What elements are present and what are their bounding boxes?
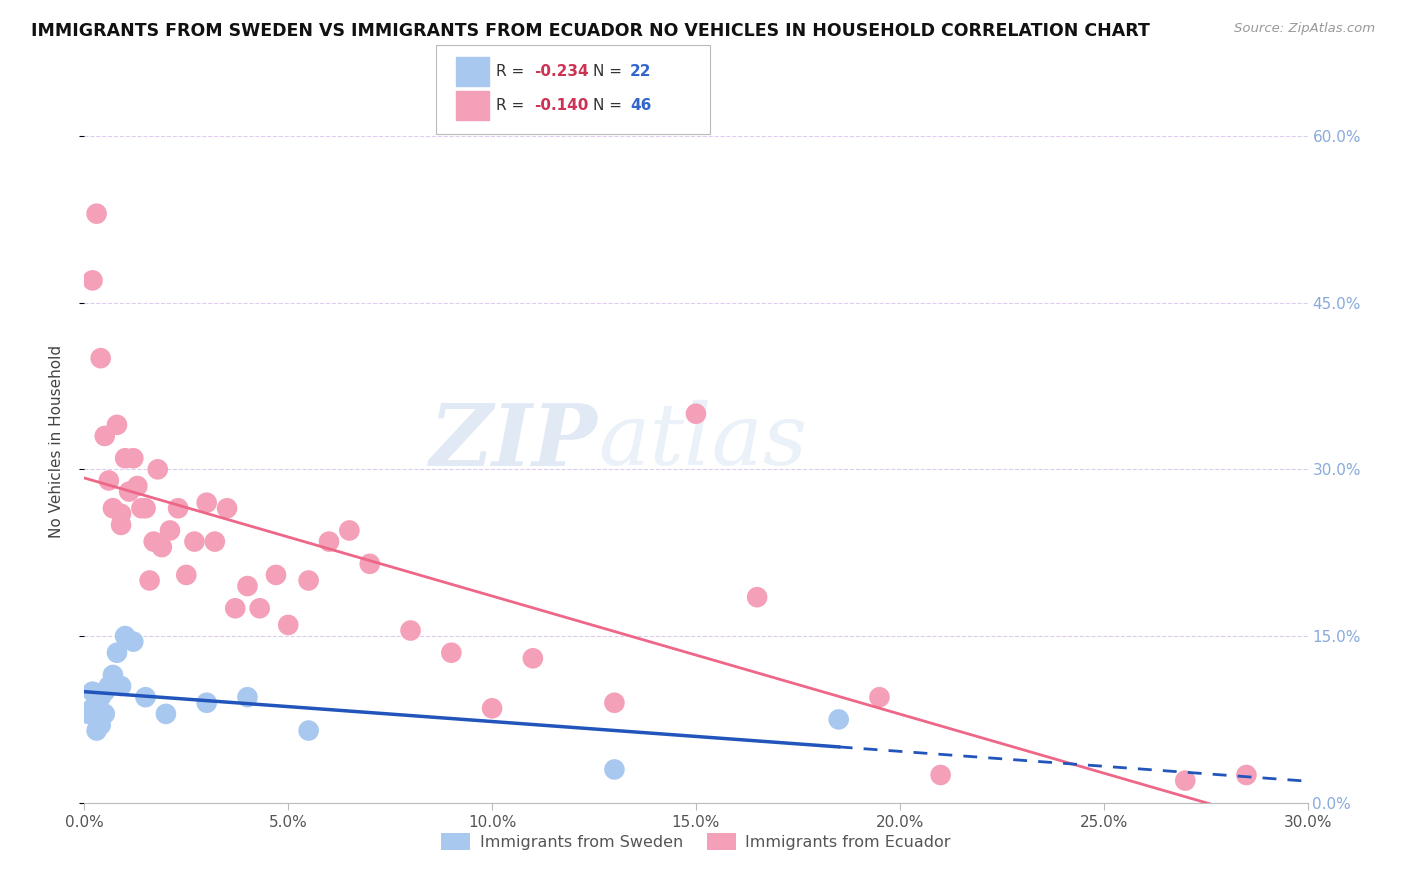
Point [150, 540, 173, 554]
Text: N =: N = [593, 64, 627, 78]
Point [167, 501, 190, 516]
Point [399, 624, 422, 638]
Point [86, 696, 108, 710]
Point [298, 574, 321, 588]
Point [747, 590, 769, 604]
Text: Source: ZipAtlas.com: Source: ZipAtlas.com [1234, 22, 1375, 36]
Point [277, 618, 299, 632]
Point [174, 568, 197, 582]
Point [142, 534, 165, 549]
Point [603, 763, 626, 777]
Y-axis label: No Vehicles in Household: No Vehicles in Household [49, 345, 63, 538]
Point [1236, 768, 1258, 782]
Point [93, 429, 115, 443]
Point [110, 679, 132, 693]
Text: ZIP: ZIP [430, 400, 598, 483]
Point [522, 651, 544, 665]
Point [90, 718, 112, 732]
Text: IMMIGRANTS FROM SWEDEN VS IMMIGRANTS FROM ECUADOR NO VEHICLES IN HOUSEHOLD CORRE: IMMIGRANTS FROM SWEDEN VS IMMIGRANTS FRO… [31, 22, 1150, 40]
Point [155, 706, 177, 721]
Point [298, 723, 321, 738]
Point [110, 507, 132, 521]
Point [127, 479, 149, 493]
Point [236, 579, 259, 593]
Point [114, 451, 136, 466]
Point [249, 601, 271, 615]
Point [101, 668, 124, 682]
Point [146, 462, 169, 476]
Point [1174, 773, 1197, 788]
Point [481, 701, 503, 715]
Text: -0.140: -0.140 [534, 98, 589, 112]
Point [118, 484, 141, 499]
Point [82, 684, 104, 698]
Point [339, 524, 361, 538]
Text: N =: N = [593, 98, 627, 112]
Point [138, 574, 160, 588]
Point [82, 701, 104, 715]
Point [93, 706, 115, 721]
Point [97, 679, 120, 693]
Point [603, 696, 626, 710]
Point [135, 501, 157, 516]
Text: R =: R = [496, 64, 530, 78]
Point [122, 451, 145, 466]
Point [869, 690, 891, 705]
Point [440, 646, 463, 660]
Point [86, 207, 108, 221]
Point [159, 524, 181, 538]
Point [195, 496, 218, 510]
Point [929, 768, 952, 782]
Text: -0.234: -0.234 [534, 64, 589, 78]
Point [93, 684, 115, 698]
Point [195, 696, 218, 710]
Point [204, 534, 226, 549]
Point [264, 568, 287, 582]
Point [86, 723, 108, 738]
Point [122, 634, 145, 648]
Point [97, 474, 120, 488]
Text: 46: 46 [630, 98, 651, 112]
Point [105, 646, 128, 660]
Legend: Immigrants from Sweden, Immigrants from Ecuador: Immigrants from Sweden, Immigrants from … [434, 827, 957, 856]
Point [318, 534, 340, 549]
Point [236, 690, 259, 705]
Point [135, 690, 157, 705]
Text: atlas: atlas [598, 401, 807, 483]
Point [359, 557, 381, 571]
Point [77, 706, 100, 721]
Point [224, 601, 246, 615]
Point [217, 501, 239, 516]
Point [105, 417, 128, 432]
Point [114, 629, 136, 643]
Point [82, 273, 104, 287]
Point [685, 407, 707, 421]
Point [101, 501, 124, 516]
Text: R =: R = [496, 98, 530, 112]
Point [131, 501, 153, 516]
Point [110, 517, 132, 532]
Point [90, 351, 112, 366]
Text: 22: 22 [630, 64, 651, 78]
Point [90, 690, 112, 705]
Point [828, 713, 851, 727]
Point [183, 534, 205, 549]
